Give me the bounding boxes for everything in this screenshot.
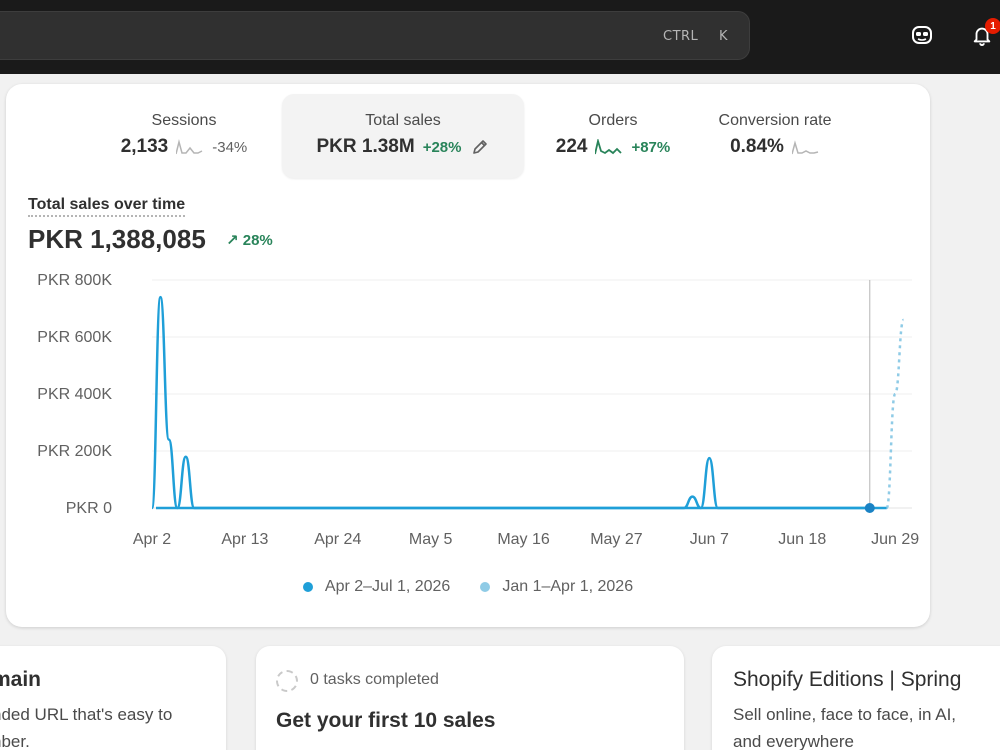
x-tick-label: May 16 [497, 531, 550, 548]
arrow-up-right-icon: ↗ [226, 232, 239, 249]
metric-value: 224 [555, 136, 588, 157]
series-line-current [150, 295, 870, 510]
metric-total-sales[interactable]: Total sales PKR 1.38M +28% [282, 94, 524, 178]
metric-sessions[interactable]: Sessions 2,133 -34% [94, 94, 274, 178]
sales-line-chart[interactable]: PKR 0 PKR 200K PKR 400K PKR 600K PKR 800K Apr… [6, 84, 930, 564]
chart-delta-value: 28% [242, 232, 273, 249]
edit-pencil-icon[interactable] [470, 137, 490, 157]
chart-total-value: PKR 1,388,085 [28, 224, 206, 254]
legend-dot [302, 582, 313, 592]
shortcut-k-label: K [719, 29, 729, 44]
x-tick-label: Jun 18 [778, 531, 826, 548]
series-line-comparison [885, 318, 905, 510]
metric-conversion-rate[interactable]: Conversion rate 0.84% [704, 94, 846, 178]
task-progress-icon [276, 670, 298, 692]
metric-value: PKR 1.38M [316, 136, 415, 157]
tasks-completed-label: 0 tasks completed [310, 671, 439, 688]
domain-card[interactable]: main nded URL that's easy to nber. [0, 646, 226, 750]
legend-dot [480, 582, 491, 592]
card-title: Shopify Editions | Spring [733, 668, 962, 691]
metric-change: -34% [212, 138, 248, 156]
y-tick-label: PKR 800K [37, 272, 112, 289]
y-tick-label: PKR 0 [66, 500, 112, 517]
card-body-line: Sell online, face to face, in AI, [733, 705, 957, 724]
legend-item-current[interactable]: Apr 2–Jul 1, 2026 [302, 578, 451, 596]
metric-label: Sessions [151, 112, 217, 129]
bell-icon[interactable]: 1 [969, 18, 1000, 48]
x-tick-label: May 5 [409, 531, 453, 548]
first-sales-card[interactable]: 0 tasks completed Get your first 10 sale… [256, 646, 684, 750]
top-bar: CTRL K 1 [0, 0, 1000, 74]
metric-change: +87% [631, 138, 671, 156]
sparkline-icon [595, 139, 623, 155]
shortcut-ctrl-label: CTRL [663, 29, 699, 44]
chart-delta: ↗ 28% [226, 231, 273, 249]
card-title: Get your first 10 sales [276, 709, 496, 732]
metric-value: 0.84% [730, 136, 784, 157]
metric-label: Conversion rate [718, 112, 832, 129]
y-tick-label: PKR 200K [37, 443, 112, 460]
metric-value: 2,133 [120, 136, 169, 157]
card-body-line: and everywhere [733, 732, 854, 750]
sparkline-icon [791, 140, 819, 155]
legend-label: Apr 2–Jul 1, 2026 [324, 578, 451, 595]
chart-title[interactable]: Total sales over time [28, 196, 186, 217]
metric-orders[interactable]: Orders 224 +87% [532, 94, 694, 178]
chart-legend: Apr 2–Jul 1, 2026 Jan 1–Apr 1, 2026 [6, 578, 930, 596]
x-tick-label: Apr 24 [314, 531, 361, 548]
sparkline-icon [176, 139, 203, 155]
x-tick-label: Apr 2 [133, 531, 171, 548]
x-tick-label: Jun 7 [690, 531, 729, 548]
shopify-editions-card[interactable]: Shopify Editions | Spring Sell online, f… [712, 646, 1000, 750]
legend-item-comparison[interactable]: Jan 1–Apr 1, 2026 [480, 578, 633, 596]
y-tick-label: PKR 600K [37, 329, 112, 346]
metric-label: Total sales [365, 112, 441, 129]
metric-label: Orders [588, 112, 638, 129]
card-body-line: nber. [0, 732, 30, 750]
highlight-point [864, 503, 875, 513]
x-tick-label: May 27 [590, 531, 643, 548]
card-body-line: nded URL that's easy to [0, 705, 173, 724]
x-tick-label: Apr 13 [221, 531, 268, 548]
notification-badge: 1 [985, 18, 1000, 34]
metric-change: +28% [422, 138, 462, 156]
search-bar[interactable]: CTRL K [0, 11, 750, 60]
y-tick-label: PKR 400K [37, 386, 112, 403]
legend-label: Jan 1–Apr 1, 2026 [502, 578, 634, 595]
theme-icon[interactable] [909, 22, 935, 48]
analytics-card: Sessions 2,133 -34% Total sales PKR 1.38… [6, 84, 930, 627]
x-tick-label: Jun 29 [871, 531, 919, 548]
card-title: main [0, 668, 42, 691]
